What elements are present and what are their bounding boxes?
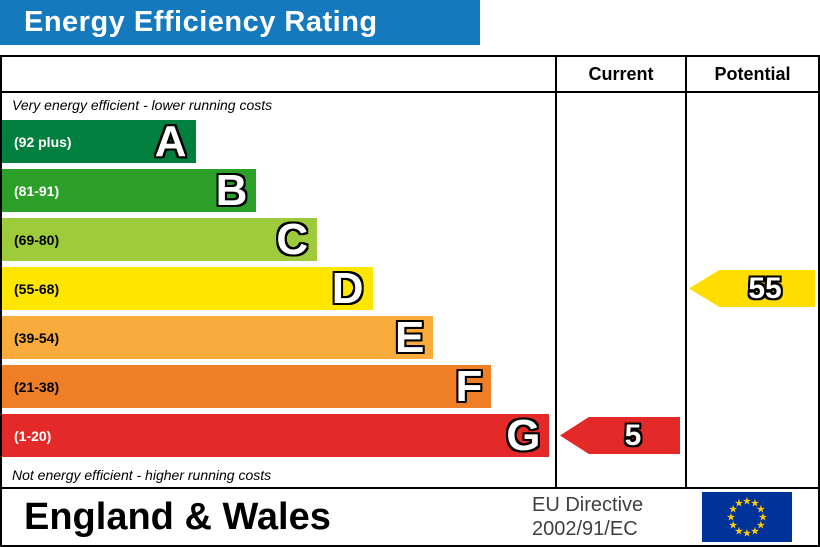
- band-bar-b: (81-91) B: [2, 165, 257, 215]
- table-footer: England & Wales EU Directive 2002/91/EC …: [2, 487, 818, 545]
- band-range-label: (55-68): [14, 280, 60, 297]
- band-letter: F: [455, 361, 483, 411]
- eu-flag-star-icon: ★: [742, 528, 751, 540]
- band-letter: B: [215, 165, 248, 215]
- eu-directive-line1: EU Directive: [532, 494, 644, 516]
- band-letter: A: [154, 116, 187, 166]
- eu-flag-star-icon: ★: [734, 525, 743, 537]
- eu-flag-star-icon: ★: [728, 520, 737, 532]
- band-bar-c: (69-80) C: [2, 214, 318, 264]
- eu-flag-star-icon: ★: [756, 504, 765, 516]
- region-label: England & Wales: [24, 495, 331, 538]
- eu-flag-star-icon: ★: [726, 512, 735, 524]
- band-range-label: (92 plus): [14, 133, 72, 150]
- current-rating-arrow: 5: [560, 417, 680, 454]
- rating-table: Current Potential Very energy efficient …: [0, 55, 820, 547]
- potential-rating-arrow: 55: [689, 270, 815, 307]
- table-header-row: Current Potential: [2, 57, 818, 91]
- band-row-g: (1-20) G: [2, 411, 555, 460]
- eu-flag-star-icon: ★: [750, 525, 759, 537]
- band-row-d: (55-68) D: [2, 264, 555, 313]
- top-note: Very energy efficient - lower running co…: [12, 97, 273, 113]
- potential-column: 55: [685, 93, 818, 487]
- band-row-b: (81-91) B: [2, 166, 555, 215]
- band-bar-e: (39-54) E: [2, 312, 434, 362]
- eu-flag-star-icon: ★: [750, 498, 759, 510]
- band-range-label: (39-54): [14, 329, 60, 346]
- current-column: 5: [555, 93, 685, 487]
- header-divider: [2, 91, 818, 93]
- potential-column-header: Potential: [685, 57, 818, 91]
- band-row-e: (39-54) E: [2, 313, 555, 362]
- band-range-label: (1-20): [14, 427, 52, 444]
- eu-flag: ★★★★★★★★★★★★: [702, 492, 792, 542]
- band-letter: E: [394, 312, 425, 362]
- eu-flag-star-icon: ★: [742, 496, 751, 508]
- bottom-note: Not energy efficient - higher running co…: [12, 467, 272, 483]
- band-range-label: (69-80): [14, 231, 60, 248]
- band-letter: D: [331, 263, 364, 313]
- band-row-c: (69-80) C: [2, 215, 555, 264]
- eu-directive-line2: 2002/91/EC: [532, 518, 638, 540]
- potential-rating-value: 55: [748, 271, 782, 305]
- chart-title-bar: Energy Efficiency Rating: [0, 0, 480, 45]
- eu-flag-background: [702, 492, 792, 542]
- band-bar-a: (92 plus) A: [2, 116, 196, 166]
- eu-flag-star-icon: ★: [728, 504, 737, 516]
- eu-flag-star-icon: ★: [758, 512, 767, 524]
- current-rating-value: 5: [624, 418, 642, 452]
- band-range-label: (81-91): [14, 182, 60, 199]
- eu-flag-star-icon: ★: [756, 520, 765, 532]
- eu-directive-label: EU Directive 2002/91/EC: [532, 493, 643, 541]
- eu-flag-star-icon: ★: [734, 498, 743, 510]
- band-letter: C: [276, 214, 309, 264]
- band-range-label: (21-38): [14, 378, 60, 395]
- table-body: Very energy efficient - lower running co…: [2, 93, 818, 487]
- band-bar-g: (1-20) G: [2, 410, 550, 460]
- chart-title: Energy Efficiency Rating: [24, 6, 378, 38]
- band-row-f: (21-38) F: [2, 362, 555, 411]
- band-row-a: (92 plus) A: [2, 117, 555, 166]
- band-bar-d: (55-68) D: [2, 263, 373, 313]
- current-column-header: Current: [555, 57, 685, 91]
- band-bar-f: (21-38) F: [2, 361, 492, 411]
- band-letter: G: [506, 410, 541, 460]
- header-chart-spacer: [2, 57, 555, 91]
- bands-column: Very energy efficient - lower running co…: [2, 93, 555, 487]
